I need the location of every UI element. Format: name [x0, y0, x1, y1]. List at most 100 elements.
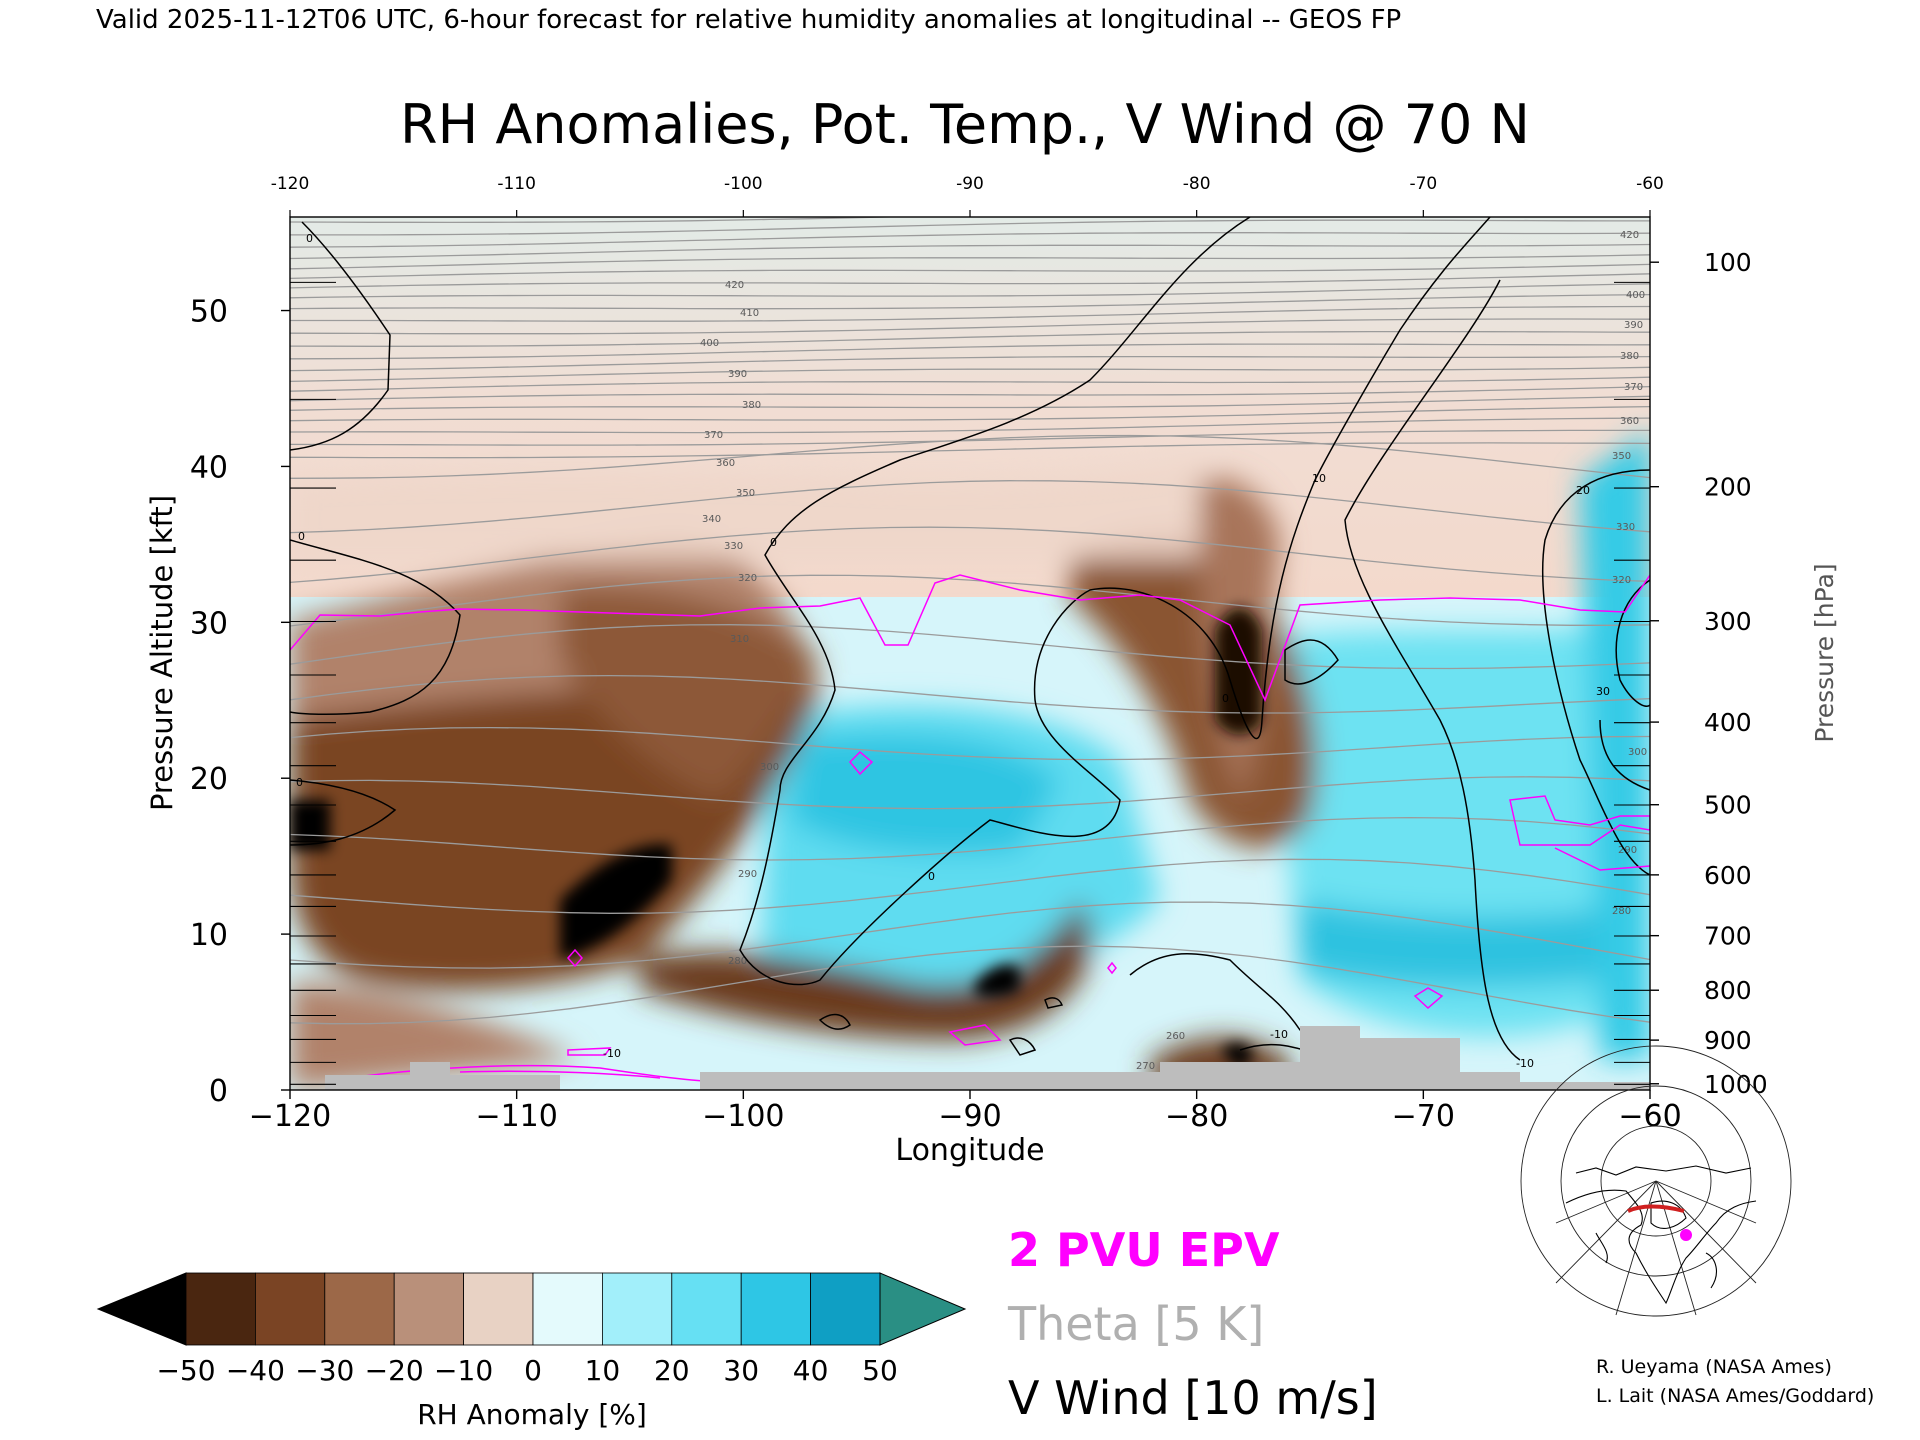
- colorbar-arrow-left: [96, 1272, 187, 1346]
- x-tick-label: −80: [1165, 1099, 1228, 1134]
- location-marker: [1680, 1229, 1692, 1241]
- x-tick-label: −110: [475, 1099, 557, 1134]
- theta-label-right: 350: [1612, 451, 1631, 462]
- colorbar-arrow-right: [879, 1272, 967, 1346]
- colorbar-tick-label: −20: [365, 1354, 424, 1387]
- theta-label-right: 300: [1628, 747, 1647, 758]
- vwind-label: 0: [296, 776, 303, 789]
- pressure-tick-label: 100: [1704, 248, 1752, 277]
- theta-contour-line: [290, 219, 1650, 236]
- theta-label: 420: [725, 280, 744, 291]
- theta-label-right: 370: [1624, 382, 1643, 393]
- x-top-tick-label: -60: [1636, 174, 1664, 194]
- credit-line-2: L. Lait (NASA Ames/Goddard): [1596, 1385, 1874, 1407]
- pressure-tick-label: 500: [1704, 791, 1752, 820]
- theta-contour-line: [290, 305, 1650, 322]
- epv-2pvu-contour: [290, 574, 1650, 1083]
- vwind-contours: [290, 217, 1650, 1061]
- x-axis-bottom: −120 −110 −100 −90 −80 −70 −60: [249, 1090, 1682, 1134]
- theta-label: 360: [716, 458, 735, 469]
- theta-contour-line: [290, 318, 1650, 335]
- theta-label: 260: [1166, 1031, 1185, 1042]
- theta-label: 340: [702, 514, 721, 525]
- theta-contour-labels: 4204104003903803703603503403303203103002…: [700, 230, 1647, 1072]
- theta-label-right: 400: [1626, 290, 1645, 301]
- x-axis-label: Longitude: [895, 1133, 1044, 1168]
- legend-vwind: V Wind [10 m/s]: [1008, 1371, 1378, 1425]
- theta-contour-line: [290, 243, 1650, 260]
- y-axis-left: 0 10 20 30 40 50: [190, 295, 290, 1109]
- x-top-tick-label: -100: [724, 174, 763, 194]
- theta-contour-line: [290, 674, 1650, 714]
- theta-label: 370: [704, 430, 723, 441]
- x-top-tick-label: -110: [497, 174, 536, 194]
- theta-label-right: 390: [1624, 320, 1643, 331]
- x-top-tick-label: -70: [1409, 174, 1437, 194]
- colorbar-tick-label: −50: [156, 1354, 215, 1387]
- theta-contour-line: [290, 858, 1650, 914]
- legend-epv: 2 PVU EPV: [1008, 1223, 1280, 1277]
- colorbar-tick-label: −10: [434, 1354, 493, 1387]
- pressure-tick-label: 800: [1704, 976, 1752, 1005]
- theta-label: 320: [738, 573, 757, 584]
- theta-label: 280: [728, 956, 747, 967]
- pressure-tick-label: 200: [1704, 473, 1752, 502]
- theta-contour-line: [290, 355, 1650, 372]
- map-frame: [1556, 1163, 1756, 1315]
- theta-label: 400: [700, 338, 719, 349]
- theta-contour-line: [290, 376, 1650, 392]
- y2-axis-label: Pressure [hPa]: [1810, 563, 1839, 742]
- theta-label: 300: [760, 762, 779, 773]
- theta-contour-line: [290, 945, 1650, 1025]
- plot-area: 4204104003903803703603503403303203103002…: [290, 217, 1650, 1090]
- colorbar-tick-label: −40: [226, 1354, 285, 1387]
- theta-label: 410: [740, 308, 759, 319]
- theta-contour-line: [290, 330, 1650, 347]
- colorbar-swatch: [532, 1272, 603, 1346]
- vwind-label: -10: [1516, 1057, 1534, 1070]
- legend: 2 PVU EPV Theta [5 K] V Wind [10 m/s]: [1007, 1223, 1378, 1425]
- theta-label-right: 280: [1612, 906, 1631, 917]
- colorbar-tick-label: 50: [862, 1354, 898, 1387]
- theta-contour-line: [290, 417, 1650, 434]
- theta-contour-line: [290, 624, 1650, 670]
- theta-contour-line: [290, 395, 1650, 411]
- y-tick-label: 0: [209, 1074, 228, 1109]
- credits: R. Ueyama (NASA Ames) L. Lait (NASA Ames…: [1596, 1356, 1874, 1407]
- colorbar-tick-label: 10: [585, 1354, 621, 1387]
- theta-label: 350: [736, 488, 755, 499]
- vwind-label: 20: [1576, 484, 1590, 497]
- chart-title: RH Anomalies, Pot. Temp., V Wind @ 70 N: [400, 93, 1530, 156]
- pressure-tick-label: 900: [1704, 1026, 1752, 1055]
- valid-time-header: Valid 2025-11-12T06 UTC, 6-hour forecast…: [96, 5, 1401, 35]
- x-top-tick-label: -80: [1183, 174, 1211, 194]
- pressure-tick-label: 1000: [1704, 1070, 1768, 1099]
- theta-contour-line: [290, 574, 1650, 627]
- theta-contours: [290, 217, 1650, 1025]
- theta-contour-line: [290, 776, 1650, 810]
- map-graticule: [1520, 1045, 1792, 1317]
- colorbar-swatch: [393, 1272, 465, 1346]
- theta-contour-line: [290, 526, 1650, 584]
- vwind-label: 10: [1312, 472, 1326, 485]
- theta-contour-line: [290, 385, 1650, 402]
- theta-contour-line: [290, 254, 1650, 270]
- colorbar-swatch: [740, 1272, 812, 1346]
- colorbar-tick-label: 40: [793, 1354, 829, 1387]
- pressure-tick-label: 300: [1704, 607, 1752, 636]
- theta-contour-line: [290, 366, 1650, 383]
- vwind-label: 0: [306, 232, 313, 245]
- y-tick-label: 50: [190, 295, 228, 330]
- theta-contour-line: [290, 283, 1650, 299]
- vwind-label: -10: [1270, 1028, 1288, 1041]
- colorbar-tick-label: 0: [524, 1354, 542, 1387]
- theta-contour-line: [290, 232, 1650, 248]
- theta-label-right: 380: [1620, 351, 1639, 362]
- theta-contour-line: [290, 434, 1650, 479]
- x-top-tick-label: -90: [956, 174, 984, 194]
- colorbar-swatch: [671, 1272, 742, 1346]
- vwind-label: 0: [1222, 692, 1229, 705]
- vwind-label: -10: [603, 1047, 621, 1060]
- x-axis-top: -120 -110 -100 -90 -80 -70 -60: [271, 174, 1664, 217]
